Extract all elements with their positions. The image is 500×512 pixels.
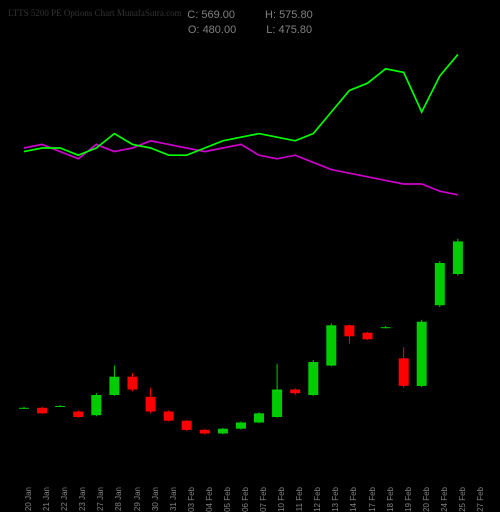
- c-label: C:: [187, 9, 198, 21]
- line-series-1: [24, 54, 458, 155]
- x-tick-label: 06 Feb: [241, 487, 250, 512]
- x-tick-label: 27 Jan: [96, 487, 105, 511]
- candle-body: [73, 412, 83, 418]
- x-tick-label: 19 Feb: [404, 487, 413, 512]
- ohlc-h: H: 575.80: [265, 8, 313, 23]
- x-tick-label: 23 Jan: [78, 487, 87, 511]
- candle-body: [363, 333, 373, 340]
- c-value: 569.00: [201, 9, 235, 21]
- ohlc-readout: C: 569.00 H: 575.80 O: 480.00 L: 475.80: [0, 8, 500, 38]
- x-tick-label: 11 Feb: [295, 487, 304, 511]
- line-chart-svg: [15, 40, 485, 220]
- candle-body: [381, 327, 391, 328]
- x-tick-label: 14 Feb: [349, 487, 358, 512]
- l-label: L:: [266, 24, 275, 36]
- x-tick-label: 12 Feb: [313, 487, 322, 512]
- x-tick-label: 10 Feb: [277, 487, 286, 512]
- h-label: H:: [265, 9, 276, 21]
- x-tick-label: 21 Jan: [42, 487, 51, 511]
- x-tick-label: 20 Jan: [24, 487, 33, 511]
- x-tick-label: 25 Feb: [458, 487, 467, 512]
- o-value: 480.00: [203, 24, 237, 36]
- candle-body: [326, 325, 336, 365]
- candle-body: [55, 406, 65, 407]
- candle-body: [146, 397, 156, 412]
- x-tick-label: 28 Jan: [114, 487, 123, 511]
- x-tick-label: 05 Feb: [223, 487, 232, 512]
- x-axis: 20 Jan21 Jan22 Jan23 Jan27 Jan28 Jan29 J…: [15, 450, 485, 500]
- ohlc-l: L: 475.80: [266, 23, 312, 38]
- candle-body: [164, 412, 174, 421]
- candle-body: [308, 362, 318, 395]
- candle-body: [399, 358, 409, 386]
- candle-body: [37, 408, 47, 414]
- x-tick-label: 29 Jan: [133, 487, 142, 511]
- x-tick-label: 18 Feb: [386, 487, 395, 512]
- x-tick-label: 03 Feb: [187, 487, 196, 512]
- candle-body: [19, 408, 29, 409]
- x-tick-label: 31 Jan: [169, 487, 178, 511]
- candle-body: [417, 322, 427, 386]
- x-tick-label: 17 Feb: [368, 487, 377, 512]
- candle-body: [344, 325, 354, 336]
- x-tick-label: 04 Feb: [205, 487, 214, 512]
- candle-body: [236, 423, 246, 429]
- x-tick-label: 22 Jan: [60, 487, 69, 511]
- candlestick-panel: [15, 230, 485, 450]
- candle-body: [254, 413, 264, 422]
- candle-body: [182, 421, 192, 430]
- candle-body: [200, 430, 210, 434]
- candlestick-svg: [15, 230, 485, 450]
- x-tick-label: 20 Feb: [422, 487, 431, 512]
- line-series-2: [24, 141, 458, 195]
- line-chart-panel: [15, 40, 485, 220]
- x-tick-label: 13 Feb: [331, 487, 340, 512]
- x-tick-label: 30 Jan: [151, 487, 160, 511]
- candle-body: [290, 390, 300, 394]
- o-label: O:: [188, 24, 200, 36]
- candle-body: [453, 241, 463, 274]
- candle-body: [272, 390, 282, 418]
- candle-body: [91, 395, 101, 415]
- x-tick-label: 07 Feb: [259, 487, 268, 512]
- ohlc-o: O: 480.00: [188, 23, 236, 38]
- candle-body: [109, 377, 119, 395]
- x-tick-label: 27 Feb: [476, 487, 485, 512]
- l-value: 475.80: [278, 24, 312, 36]
- candle-body: [128, 377, 138, 390]
- ohlc-c: C: 569.00: [187, 8, 235, 23]
- h-value: 575.80: [279, 9, 313, 21]
- candle-body: [435, 263, 445, 305]
- x-tick-label: 24 Feb: [440, 487, 449, 512]
- candle-body: [218, 429, 228, 434]
